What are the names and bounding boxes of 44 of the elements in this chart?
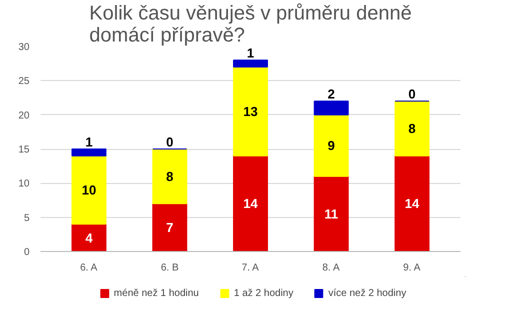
bar <box>314 114 349 177</box>
y-tick-label: 10 <box>18 178 30 190</box>
data-label: 7 <box>166 220 174 236</box>
data-label: 8 <box>166 168 174 184</box>
bar <box>72 224 106 252</box>
data-label: 10 <box>82 182 96 198</box>
bar <box>233 66 268 156</box>
x-tick-label: 9. A <box>403 262 421 274</box>
data-label: 1 <box>246 45 254 60</box>
bar <box>314 176 349 252</box>
y-tick-label: 15 <box>18 144 30 156</box>
x-tick-label: 7. A <box>242 262 260 274</box>
data-label: 13 <box>243 104 258 119</box>
legend-label: více než 2 hodiny <box>328 287 406 299</box>
data-label: 14 <box>243 196 258 212</box>
bar <box>314 100 349 116</box>
x-tick-label: 6. A <box>80 262 98 274</box>
data-label: 0 <box>408 86 416 102</box>
y-tick-label: 5 <box>24 212 30 224</box>
legend-label: 1 až 2 hodiny <box>234 287 294 299</box>
x-tick-label: 6. B <box>160 262 179 274</box>
bar <box>394 155 430 252</box>
x-tick-label: 8. A <box>322 262 340 274</box>
chart-title: Kolik času věnuješ v průměru denně domácí přípravě? <box>89 2 412 46</box>
data-label: 9 <box>328 138 335 154</box>
y-tick-label: 0 <box>24 247 30 258</box>
data-label: 11 <box>324 206 338 222</box>
data-label: 1 <box>85 134 93 150</box>
data-label: 4 <box>85 230 94 246</box>
bar <box>394 100 430 156</box>
data-label: 14 <box>404 196 420 212</box>
bar <box>152 203 188 252</box>
bar <box>233 60 268 68</box>
bar <box>233 155 268 252</box>
data-label: 0 <box>166 134 174 150</box>
y-tick-label: 20 <box>18 110 30 122</box>
legend-label: méně než 1 hodinu <box>114 287 199 299</box>
data-label: 8 <box>408 121 416 136</box>
bar <box>152 148 188 204</box>
data-label: 2 <box>328 86 335 102</box>
bar <box>72 148 106 156</box>
bar <box>72 155 106 225</box>
y-tick-label: 25 <box>18 76 30 88</box>
y-tick-label: 30 <box>18 42 30 53</box>
